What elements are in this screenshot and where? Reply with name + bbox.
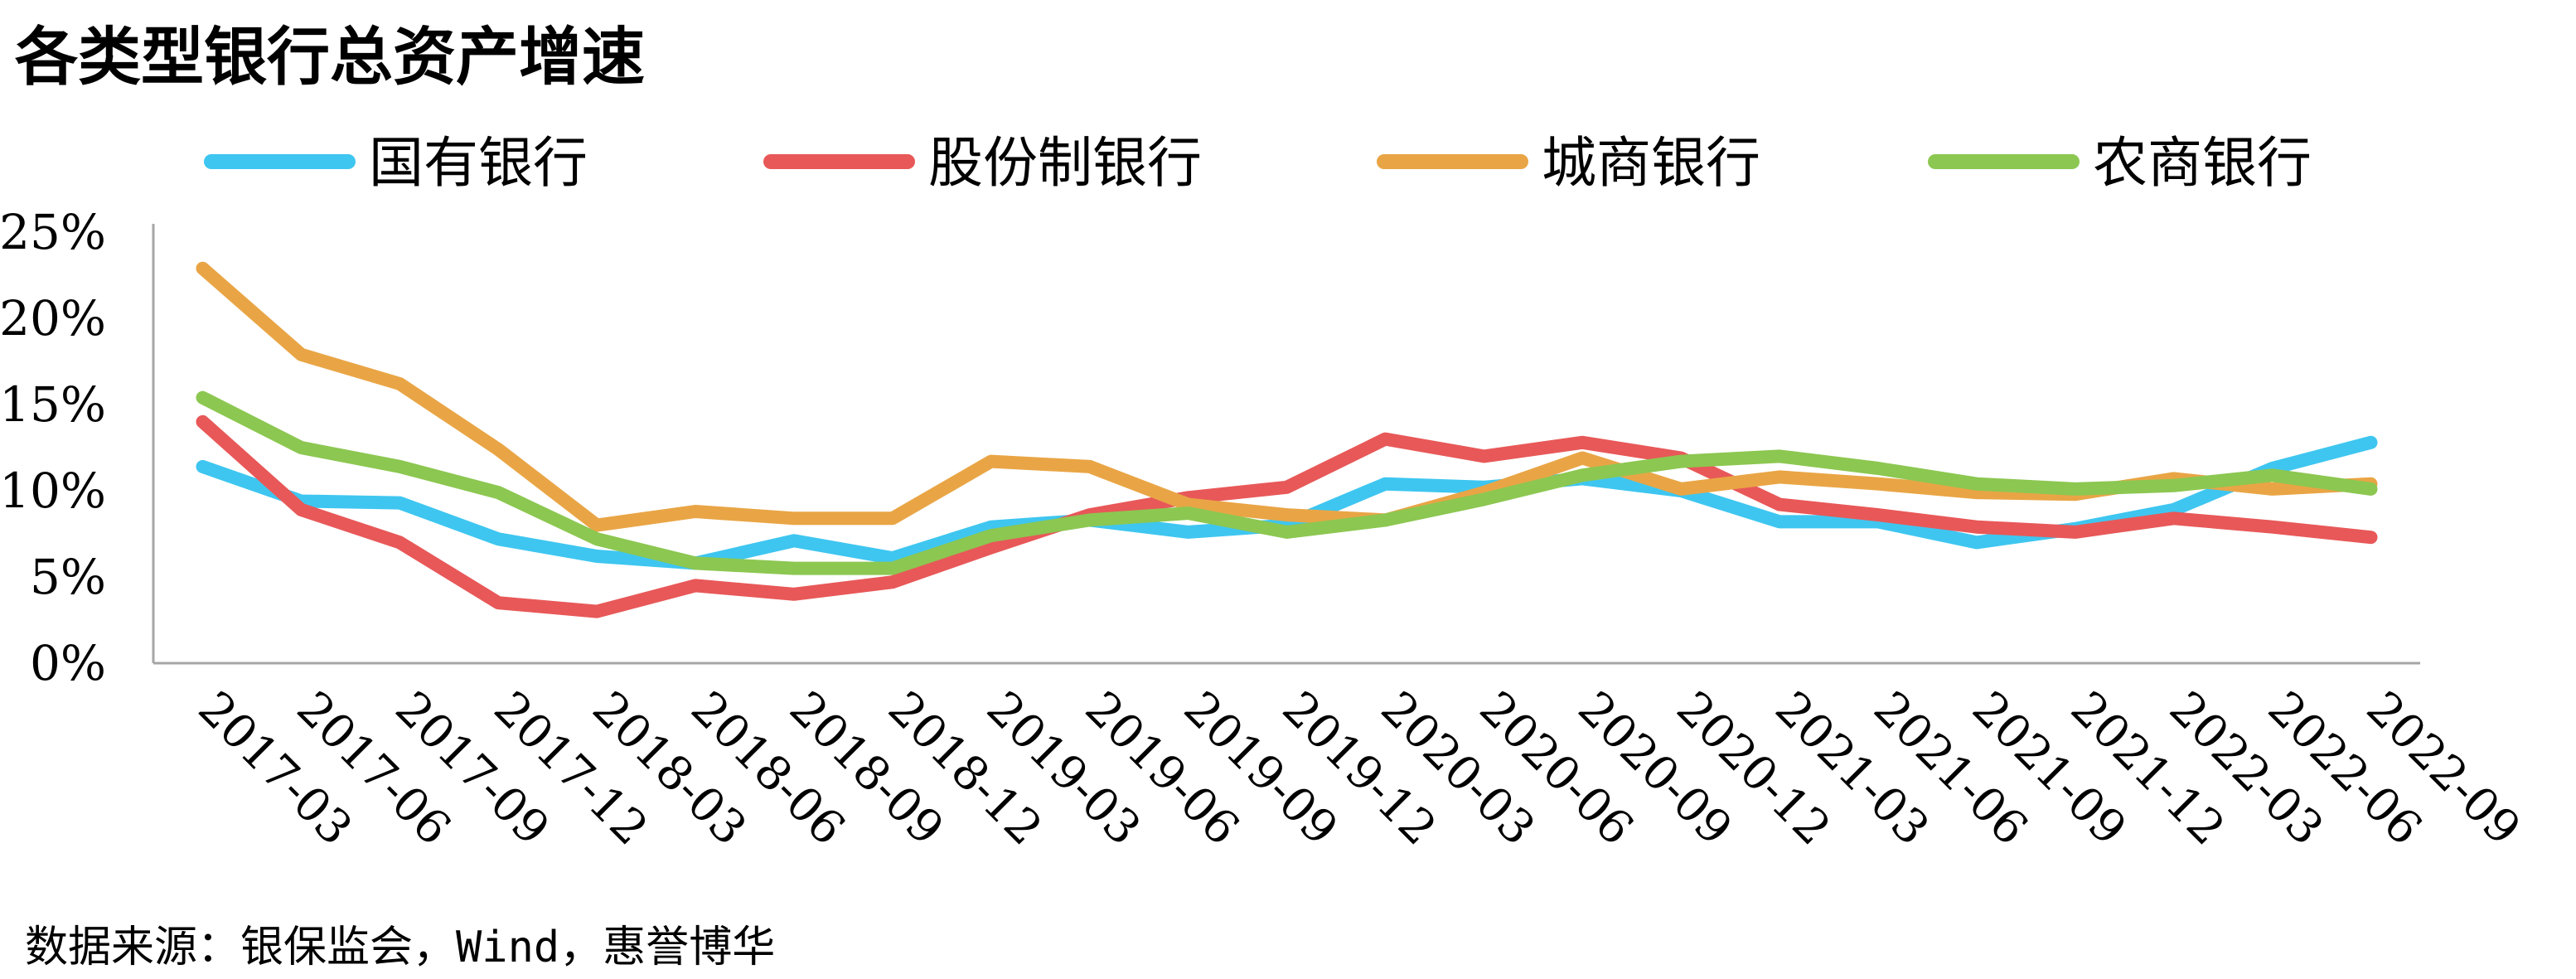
series-line-2 [196,414,2378,618]
chart-title: 各类型银行总资产增速 [15,20,645,94]
series-line-1 [196,435,2378,570]
legend: 国有银行 股份制银行 城商银行 农商银行 [204,131,2312,195]
series-line-3 [196,261,2378,532]
y-tick-label: 5% [30,549,106,605]
legend-item-2: 股份制银行 [763,131,1202,195]
legend-label: 城商银行 [1542,131,1760,195]
legend-label: 国有银行 [369,131,588,195]
series-layer [196,261,2378,618]
legend-label: 股份制银行 [928,131,1202,195]
x-axis: 2017-032017-062017-092017-122018-032018-… [153,662,2530,855]
y-tick-label: 25% [0,204,106,260]
legend-label: 农商银行 [2093,131,2312,195]
series-line-4 [196,390,2378,575]
y-axis: 0% 5% 10% 15% 20% 25% [0,204,155,691]
y-tick-label: 20% [0,290,106,347]
y-tick-label: 10% [0,463,106,519]
source-note: 数据来源：银保监会，Wind，惠誉博华 [25,923,775,972]
legend-item-1: 国有银行 [204,131,588,195]
y-tick-label: 15% [0,376,106,433]
legend-item-4: 农商银行 [1928,131,2312,195]
legend-item-3: 城商银行 [1377,131,1760,195]
y-tick-label: 0% [30,635,106,691]
